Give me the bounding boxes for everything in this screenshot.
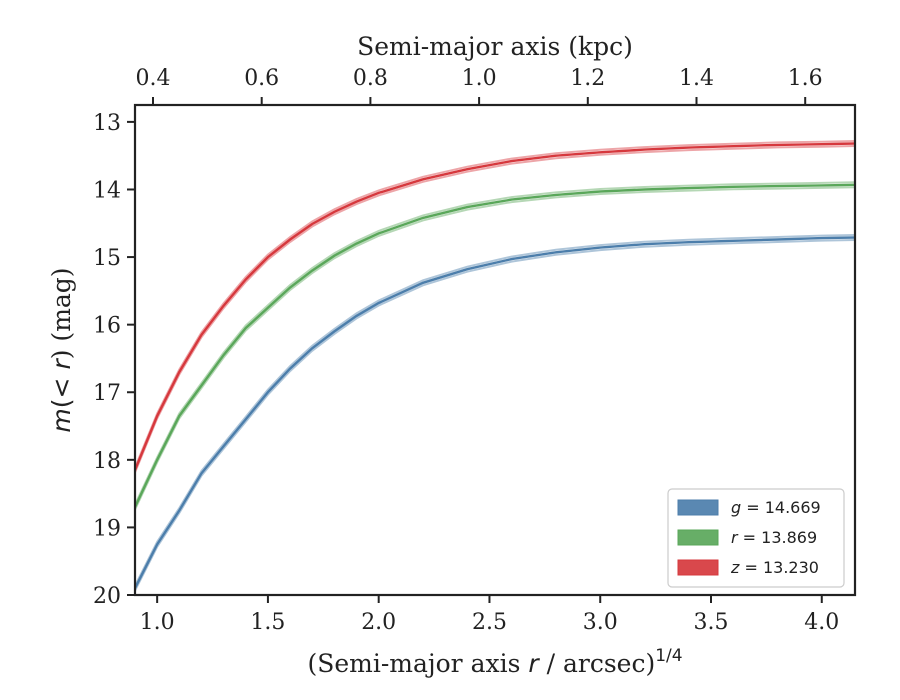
bottom-axis-title-exponent: 1/4	[655, 646, 682, 666]
x-tick-label: 3.5	[694, 610, 729, 635]
y-axis-title-r: r	[47, 358, 76, 370]
series-line-z	[135, 142, 855, 471]
y-tick-label: 15	[93, 246, 121, 271]
y-tick-label: 18	[93, 449, 121, 474]
y-tick-label: 19	[93, 516, 121, 541]
y-axis-title-mid: (<	[47, 370, 76, 409]
series-line-g	[135, 236, 855, 589]
top-axis-title: Semi-major axis (kpc)	[357, 32, 633, 61]
bottom-axis-title-pre: (Semi-major axis	[307, 649, 528, 678]
y-axis-title: m(< r) (mag)	[47, 267, 76, 432]
series-band-r-1	[135, 186, 855, 511]
x-tick-label: 2.5	[472, 610, 507, 635]
bottom-axis-title-tail: / arcsec)	[539, 649, 656, 678]
y-tick-label: 13	[93, 111, 121, 136]
legend-swatch-r	[677, 529, 719, 546]
y-axis: 13 14 15 16 17 18 19 20	[93, 111, 135, 609]
legend-swatch-z	[677, 559, 719, 576]
series-line-r	[135, 183, 855, 508]
bottom-axis-title: (Semi-major axis r / arcsec)1/4	[307, 646, 682, 678]
legend-label-z: z = 13.230	[730, 558, 819, 577]
top-tick-label: 1.0	[462, 66, 497, 91]
series-band-g-1	[135, 239, 855, 592]
top-tick-label: 1.2	[570, 66, 605, 91]
top-tick-label: 0.6	[244, 66, 279, 91]
x-tick-label: 4.0	[804, 610, 839, 635]
top-tick-label: 0.4	[136, 66, 171, 91]
series-band-z-1	[135, 145, 855, 473]
y-axis-title-m: m	[47, 408, 76, 432]
y-tick-label: 20	[93, 584, 121, 609]
bottom-x-axis: 1.0 1.5 2.0 2.5 3.0 3.5 4.0	[140, 595, 839, 635]
y-tick-label: 14	[93, 178, 121, 203]
top-tick-label: 1.6	[788, 66, 823, 91]
bottom-axis-title-var: r	[528, 649, 540, 678]
y-axis-title-post: ) (mag)	[47, 267, 76, 359]
legend-swatch-g	[677, 499, 719, 516]
y-tick-label: 17	[93, 381, 121, 406]
legend-label-g: g = 14.669	[731, 498, 821, 517]
series-band-r-0	[135, 181, 855, 506]
series-band-z-0	[135, 140, 855, 468]
plot-lines	[135, 140, 855, 592]
legend-label-r: r = 13.869	[731, 528, 817, 547]
x-tick-label: 1.0	[140, 610, 175, 635]
top-tick-label: 1.4	[679, 66, 714, 91]
legend: g = 14.669 r = 13.869 z = 13.230	[667, 488, 845, 588]
y-tick-label: 16	[93, 314, 121, 339]
x-tick-label: 3.0	[583, 610, 618, 635]
series-band-g-0	[135, 234, 855, 587]
x-tick-label: 1.5	[250, 610, 285, 635]
x-tick-label: 2.0	[361, 610, 396, 635]
plot-frame	[133, 103, 857, 597]
top-tick-label: 0.8	[353, 66, 388, 91]
top-x-axis: 0.4 0.6 0.8 1.0 1.2 1.4 1.6	[136, 66, 823, 105]
